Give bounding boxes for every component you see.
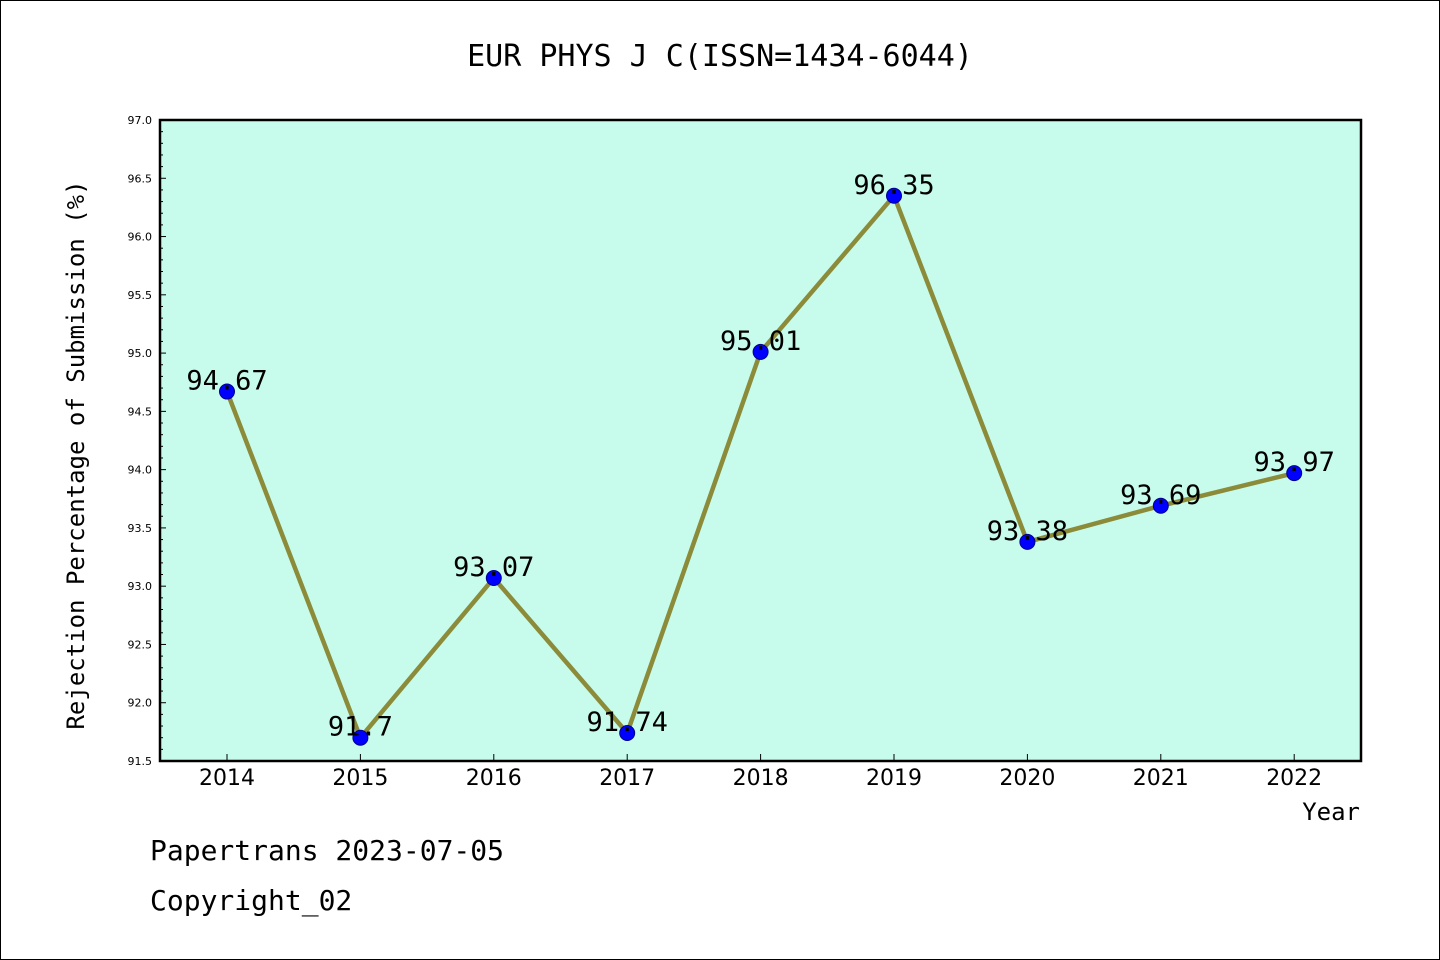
data-point-marker xyxy=(1019,533,1036,550)
x-tick-label: 2016 xyxy=(466,766,522,791)
y-tick-label: 93.0 xyxy=(128,580,153,593)
y-tick-label: 97.0 xyxy=(128,114,153,127)
data-point-marker xyxy=(619,725,636,742)
data-point-marker xyxy=(886,187,902,204)
data-label: 93.38 xyxy=(987,516,1068,547)
data-label: 91.7 xyxy=(328,712,393,743)
y-tick-label: 94.0 xyxy=(128,464,153,477)
data-label: 95.01 xyxy=(720,326,801,357)
data-point-marker xyxy=(219,383,235,400)
data-label: 93.97 xyxy=(1254,447,1335,478)
data-label: 93.07 xyxy=(453,552,534,583)
x-tick-label: 2015 xyxy=(332,766,388,791)
x-tick-label: 2018 xyxy=(733,766,789,791)
x-tick-label: 2014 xyxy=(199,766,255,791)
y-tick-label: 96.5 xyxy=(128,172,153,185)
y-tick-label: 94.5 xyxy=(128,405,153,418)
x-axis-label: Year xyxy=(1302,798,1360,826)
y-tick-label: 95.5 xyxy=(128,289,153,302)
data-label: 94.67 xyxy=(186,366,267,397)
data-label: 91.74 xyxy=(587,707,668,738)
y-axis-ticks: 91.5 92.0 92.5 93.0 93.5 94.0 94.5 95.0 95.5 96.0… xyxy=(128,114,166,768)
data-point-marker xyxy=(485,570,502,587)
y-tick-label: 93.5 xyxy=(128,522,153,535)
data-point-marker xyxy=(1152,497,1169,514)
y-tick-label: 96.0 xyxy=(128,231,153,244)
data-label: 96.35 xyxy=(853,170,934,201)
data-point-marker xyxy=(352,729,369,746)
x-tick-label: 2017 xyxy=(599,766,655,791)
y-tick-label: 92.0 xyxy=(128,697,153,710)
data-label: 93.69 xyxy=(1120,480,1201,511)
x-tick-label: 2019 xyxy=(866,766,922,791)
x-tick-label: 2022 xyxy=(1266,766,1322,791)
plot-area xyxy=(158,118,1363,763)
x-axis-ticks: 2014 2015 2016 2017 2018 2019 2020 2021 2022 xyxy=(199,754,1322,791)
chart-title: EUR PHYS J C(ISSN=1434-6044) xyxy=(467,39,973,74)
x-tick-label: 2020 xyxy=(999,766,1055,791)
y-axis-label: Rejection Percentage of Submission (%) xyxy=(62,180,90,729)
x-tick-label: 2021 xyxy=(1133,766,1189,791)
series-rejection: 94.67 91.7 93.07 91.74 95.01 96.35 93.38 93.69 9… xyxy=(186,170,1335,746)
y-tick-label: 95.0 xyxy=(128,347,153,360)
footer-copyright-line: Copyright_02 xyxy=(150,884,353,917)
y-tick-label: 91.5 xyxy=(128,755,153,768)
data-point-marker xyxy=(752,343,769,360)
y-tick-label: 92.5 xyxy=(128,638,153,651)
data-point-marker xyxy=(1286,465,1303,482)
footer-date-line: Papertrans 2023-07-05 xyxy=(150,834,505,867)
